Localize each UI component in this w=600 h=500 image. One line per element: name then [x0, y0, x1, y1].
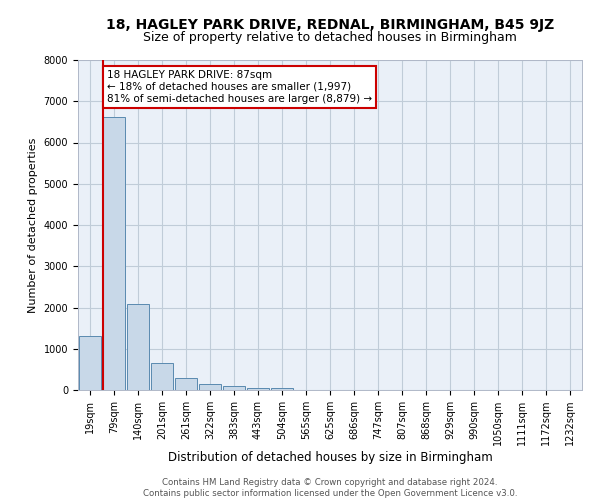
Text: Contains HM Land Registry data © Crown copyright and database right 2024.
Contai: Contains HM Land Registry data © Crown c… — [143, 478, 517, 498]
Bar — [151, 363, 173, 390]
X-axis label: Distribution of detached houses by size in Birmingham: Distribution of detached houses by size … — [167, 451, 493, 464]
Bar — [127, 304, 149, 390]
Y-axis label: Number of detached properties: Number of detached properties — [28, 138, 38, 312]
Text: 18 HAGLEY PARK DRIVE: 87sqm
← 18% of detached houses are smaller (1,997)
81% of : 18 HAGLEY PARK DRIVE: 87sqm ← 18% of det… — [107, 70, 372, 104]
Bar — [175, 378, 197, 390]
Bar — [223, 386, 245, 390]
Bar — [247, 388, 269, 390]
Bar — [199, 384, 221, 390]
Bar — [79, 336, 101, 390]
Bar — [271, 388, 293, 390]
Bar — [103, 117, 125, 390]
Text: 18, HAGLEY PARK DRIVE, REDNAL, BIRMINGHAM, B45 9JZ: 18, HAGLEY PARK DRIVE, REDNAL, BIRMINGHA… — [106, 18, 554, 32]
Text: Size of property relative to detached houses in Birmingham: Size of property relative to detached ho… — [143, 31, 517, 44]
